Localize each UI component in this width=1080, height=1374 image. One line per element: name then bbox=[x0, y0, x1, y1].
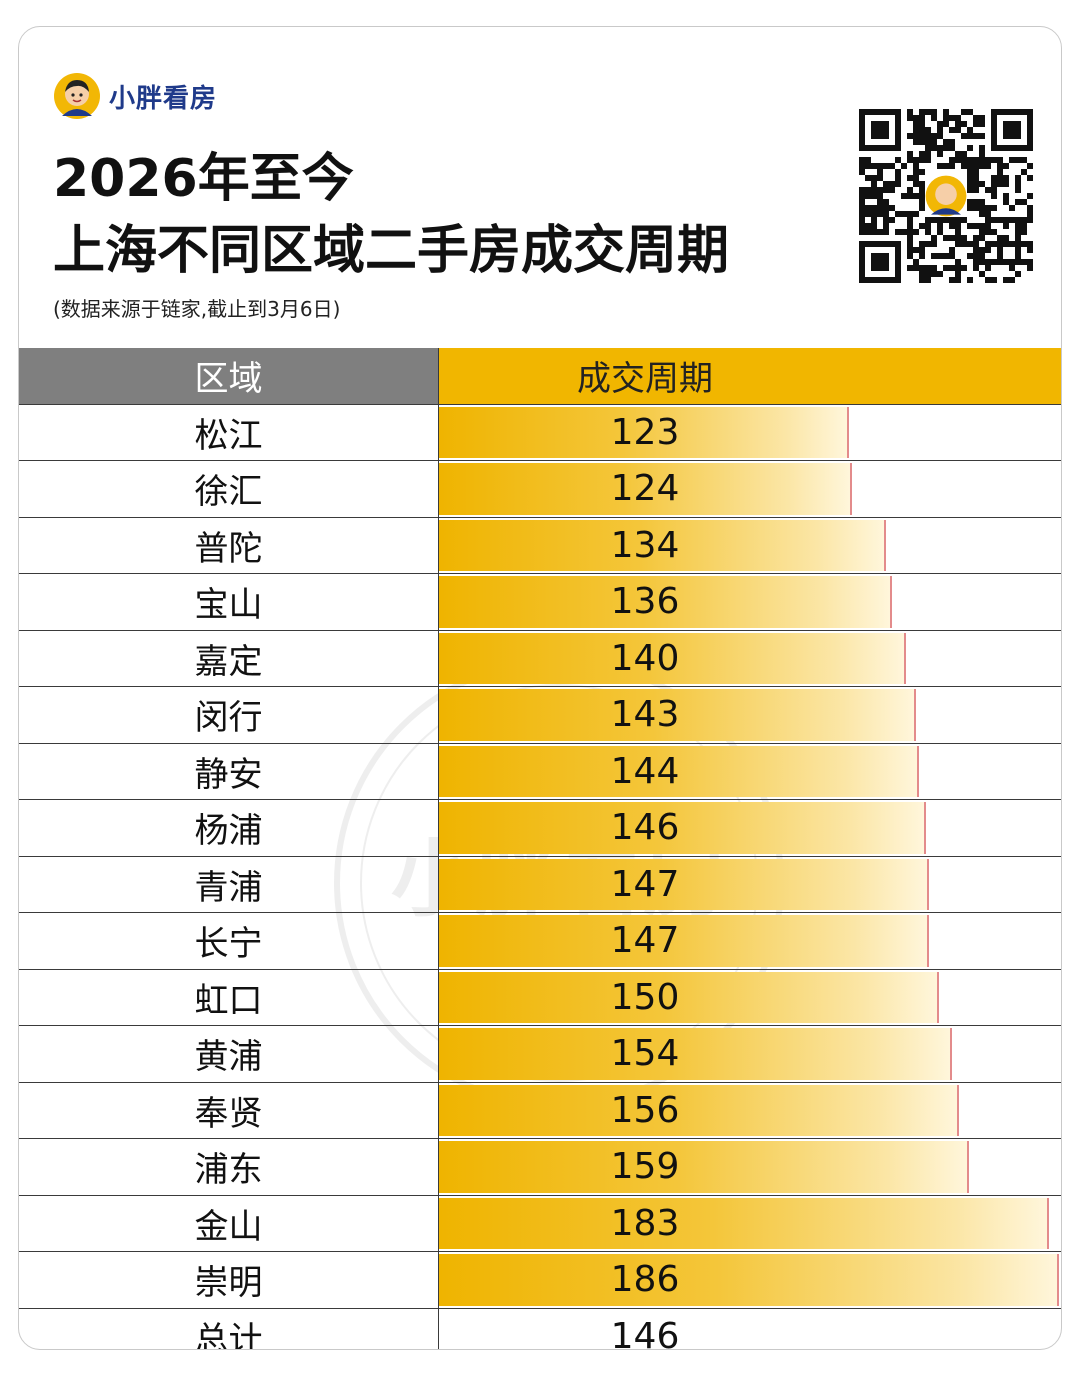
region-label: 嘉定 bbox=[19, 630, 439, 686]
source-note: (数据来源于链家,截止到3月6日) bbox=[53, 297, 341, 321]
table-row: 崇明 186 bbox=[19, 1251, 1061, 1308]
region-label: 松江 bbox=[19, 404, 439, 460]
region-label: 长宁 bbox=[19, 913, 439, 969]
period-cell: 159 bbox=[439, 1139, 1061, 1195]
period-cell: 147 bbox=[439, 913, 1061, 969]
total-cell: 146 bbox=[439, 1309, 1061, 1350]
region-label: 崇明 bbox=[19, 1252, 439, 1308]
region-label: 青浦 bbox=[19, 856, 439, 912]
bar bbox=[439, 632, 906, 684]
region-label: 闵行 bbox=[19, 687, 439, 743]
region-label: 徐汇 bbox=[19, 461, 439, 517]
region-label: 普陀 bbox=[19, 517, 439, 573]
bar bbox=[439, 406, 849, 458]
period-cell: 183 bbox=[439, 1196, 1061, 1252]
bar bbox=[439, 915, 929, 967]
title-line-1: 2026年至今 bbox=[53, 149, 354, 209]
cartoon-avatar-icon bbox=[54, 73, 100, 119]
table-row: 宝山 136 bbox=[19, 573, 1061, 630]
bar bbox=[439, 1197, 1049, 1249]
column-header-region: 区域 bbox=[19, 348, 439, 404]
table-row: 静安 144 bbox=[19, 742, 1061, 800]
region-label: 金山 bbox=[19, 1195, 439, 1251]
bar bbox=[439, 1084, 959, 1136]
data-label: 134 bbox=[610, 524, 680, 566]
bar bbox=[439, 858, 929, 910]
period-cell: 124 bbox=[439, 461, 1061, 517]
period-cell: 146 bbox=[439, 800, 1061, 856]
period-cell: 144 bbox=[439, 744, 1061, 800]
table-row: 浦东 159 bbox=[19, 1138, 1061, 1195]
data-label: 123 bbox=[610, 411, 680, 453]
region-label: 杨浦 bbox=[19, 800, 439, 856]
period-cell: 123 bbox=[439, 405, 1061, 461]
data-table: 区域 成交周期 松江 123 徐汇 124 普陀 134 宝山 136 嘉定 140 闵行 143 静安… bbox=[19, 348, 1061, 1350]
bar bbox=[439, 689, 916, 741]
data-label: 159 bbox=[610, 1146, 680, 1188]
region-label: 宝山 bbox=[19, 574, 439, 630]
total-label: 总计 bbox=[19, 1308, 439, 1349]
qr-code-icon bbox=[859, 109, 1033, 283]
data-label: 146 bbox=[610, 807, 680, 849]
period-cell: 186 bbox=[439, 1252, 1061, 1308]
period-cell: 134 bbox=[439, 518, 1061, 574]
data-label: 143 bbox=[610, 694, 680, 736]
table-header-row: 区域 成交周期 bbox=[19, 348, 1061, 404]
period-cell: 154 bbox=[439, 1026, 1061, 1082]
table-row: 杨浦 146 bbox=[19, 799, 1061, 856]
data-label: 124 bbox=[610, 468, 680, 510]
title-line-2: 上海不同区域二手房成交周期 bbox=[53, 221, 730, 281]
brand: 小胖看房 bbox=[53, 71, 217, 121]
table-row: 黄浦 154 bbox=[19, 1025, 1061, 1082]
period-cell: 147 bbox=[439, 857, 1061, 913]
infographic-card: 小胖看房 2026年至今 上海不同区域二手房成交周期 (数据来源于链家,截止到3… bbox=[18, 26, 1062, 1350]
table-row: 松江 123 bbox=[19, 403, 1061, 461]
table-row: 金山 183 bbox=[19, 1194, 1061, 1252]
bar bbox=[439, 463, 853, 515]
data-label: 186 bbox=[610, 1259, 680, 1301]
period-cell: 156 bbox=[439, 1083, 1061, 1139]
period-cell: 143 bbox=[439, 687, 1061, 743]
period-cell: 140 bbox=[439, 631, 1061, 687]
table-row: 闵行 143 bbox=[19, 686, 1061, 743]
data-label: 140 bbox=[610, 637, 680, 679]
bar bbox=[439, 1028, 953, 1080]
bar bbox=[439, 802, 926, 854]
brand-name: 小胖看房 bbox=[109, 83, 218, 114]
bar bbox=[439, 519, 886, 571]
total-row: 总计 146 bbox=[19, 1307, 1061, 1350]
period-cell: 150 bbox=[439, 970, 1061, 1026]
region-label: 浦东 bbox=[19, 1139, 439, 1195]
region-label: 静安 bbox=[19, 743, 439, 799]
region-label: 奉贤 bbox=[19, 1082, 439, 1138]
table-row: 普陀 134 bbox=[19, 516, 1061, 574]
region-label: 虹口 bbox=[19, 969, 439, 1025]
table-body: 松江 123 徐汇 124 普陀 134 宝山 136 嘉定 140 闵行 143 静安 144 杨浦 146… bbox=[19, 403, 1061, 1350]
period-cell: 136 bbox=[439, 574, 1061, 630]
bar bbox=[439, 576, 893, 628]
table-row: 虹口 150 bbox=[19, 968, 1061, 1026]
bar bbox=[439, 1254, 1059, 1306]
data-label: 183 bbox=[610, 1202, 680, 1244]
region-label: 黄浦 bbox=[19, 1026, 439, 1082]
data-label: 147 bbox=[610, 920, 680, 962]
table-row: 青浦 147 bbox=[19, 855, 1061, 913]
data-label: 154 bbox=[610, 1033, 680, 1075]
bar bbox=[439, 971, 939, 1023]
table-row: 长宁 147 bbox=[19, 912, 1061, 969]
bar bbox=[439, 745, 919, 797]
data-label: 156 bbox=[610, 1089, 680, 1131]
data-label: 144 bbox=[610, 750, 680, 792]
data-label: 147 bbox=[610, 863, 680, 905]
data-label: 150 bbox=[610, 976, 680, 1018]
table-row: 徐汇 124 bbox=[19, 460, 1061, 517]
bar bbox=[439, 1141, 969, 1193]
column-header-period: 成交周期 bbox=[439, 348, 1061, 404]
total-value: 146 bbox=[610, 1315, 680, 1350]
table-row: 奉贤 156 bbox=[19, 1081, 1061, 1139]
data-label: 136 bbox=[610, 581, 680, 623]
table-row: 嘉定 140 bbox=[19, 629, 1061, 687]
